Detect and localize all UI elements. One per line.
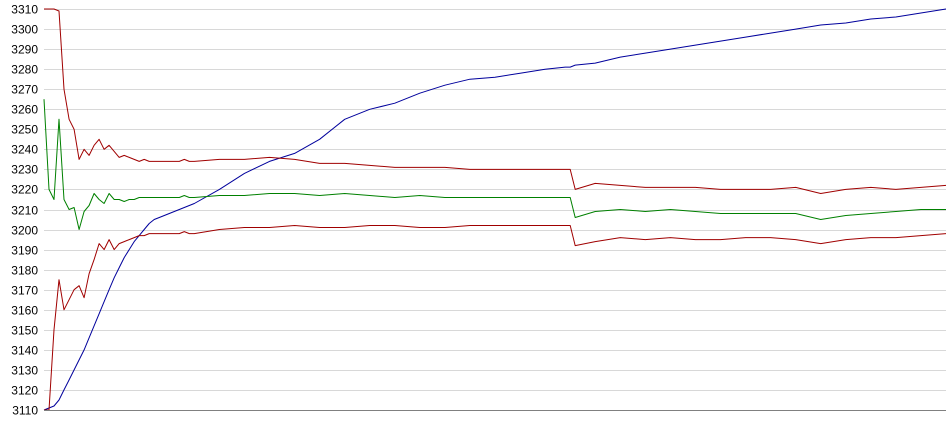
y-tick-label: 3190 (11, 244, 38, 258)
y-tick-label: 3260 (11, 103, 38, 117)
y-tick-label: 3130 (11, 364, 38, 378)
y-tick-label: 3230 (11, 163, 38, 177)
y-tick-label: 3280 (11, 63, 38, 77)
series-line-2 (44, 8, 947, 194)
series-line-4 (44, 225, 947, 411)
y-tick-label: 3200 (11, 224, 38, 238)
y-tick-label: 3180 (11, 264, 38, 278)
y-tick-label: 3120 (11, 384, 38, 398)
series-lines (43, 8, 947, 411)
y-tick-label: 3220 (11, 183, 38, 197)
series-line-1 (43, 8, 947, 411)
y-tick-label: 3160 (11, 304, 38, 318)
y-tick-label: 3210 (11, 204, 38, 218)
y-tick-label: 3170 (11, 284, 38, 298)
y-tick-label: 3300 (11, 23, 38, 37)
y-tick-label: 3270 (11, 83, 38, 97)
y-tick-label: 3310 (11, 3, 38, 17)
y-tick-label: 3150 (11, 324, 38, 338)
series-line-3 (43, 99, 946, 230)
y-tick-label: 3110 (12, 404, 38, 418)
y-tick-label: 3140 (11, 344, 38, 358)
y-tick-label: 3250 (11, 123, 38, 137)
y-tick-label: 3240 (11, 143, 38, 157)
y-axis-tick-labels: 3110 3120 3130 3140 3150 3160 3170 3180 3190 3200… (11, 3, 38, 418)
y-tick-label: 3290 (11, 43, 38, 57)
